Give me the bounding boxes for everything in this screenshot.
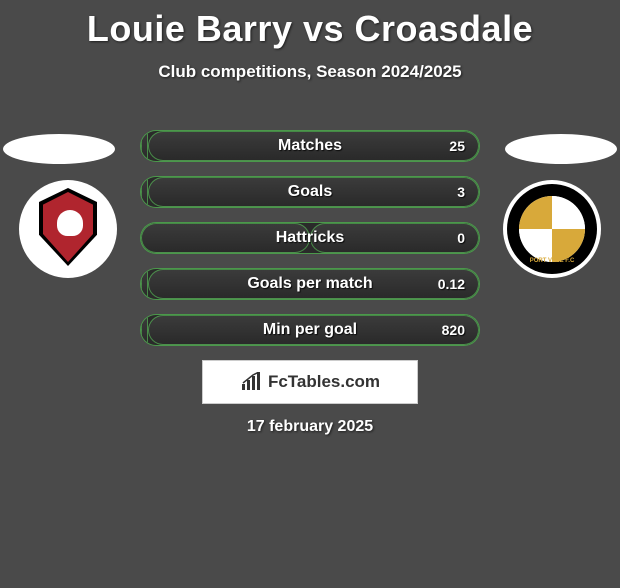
stat-value-right: 820 bbox=[442, 322, 465, 338]
lion-icon bbox=[57, 210, 83, 236]
stats-container: Matches 25 Goals 3 Hattricks 0 Goals per… bbox=[140, 130, 480, 360]
stat-row-goals: Goals 3 bbox=[140, 176, 480, 208]
player-left-oval bbox=[3, 134, 115, 164]
club-right-text: PORT VALE F.C bbox=[507, 258, 597, 264]
stat-label: Hattricks bbox=[141, 229, 479, 247]
player-right-oval bbox=[505, 134, 617, 164]
club-logo-left bbox=[19, 180, 117, 278]
stat-value-right: 3 bbox=[457, 184, 465, 200]
brand-text: FcTables.com bbox=[268, 372, 380, 392]
stat-label: Min per goal bbox=[141, 321, 479, 339]
stat-label: Matches bbox=[141, 137, 479, 155]
stat-value-right: 25 bbox=[449, 138, 465, 154]
club-logo-right: PORT VALE F.C bbox=[503, 180, 601, 278]
stat-label: Goals bbox=[141, 183, 479, 201]
page-title: Louie Barry vs Croasdale bbox=[0, 8, 620, 50]
date-text: 17 february 2025 bbox=[0, 418, 620, 436]
stat-value-right: 0.12 bbox=[438, 276, 465, 292]
stat-row-hattricks: Hattricks 0 bbox=[140, 222, 480, 254]
stat-row-min-per-goal: Min per goal 820 bbox=[140, 314, 480, 346]
page-subtitle: Club competitions, Season 2024/2025 bbox=[0, 62, 620, 82]
stat-row-goals-per-match: Goals per match 0.12 bbox=[140, 268, 480, 300]
stat-value-right: 0 bbox=[457, 230, 465, 246]
brand-box[interactable]: FcTables.com bbox=[202, 360, 418, 404]
chart-icon bbox=[240, 372, 264, 392]
shield-icon bbox=[39, 188, 97, 266]
stat-label: Goals per match bbox=[141, 275, 479, 293]
stat-row-matches: Matches 25 bbox=[140, 130, 480, 162]
